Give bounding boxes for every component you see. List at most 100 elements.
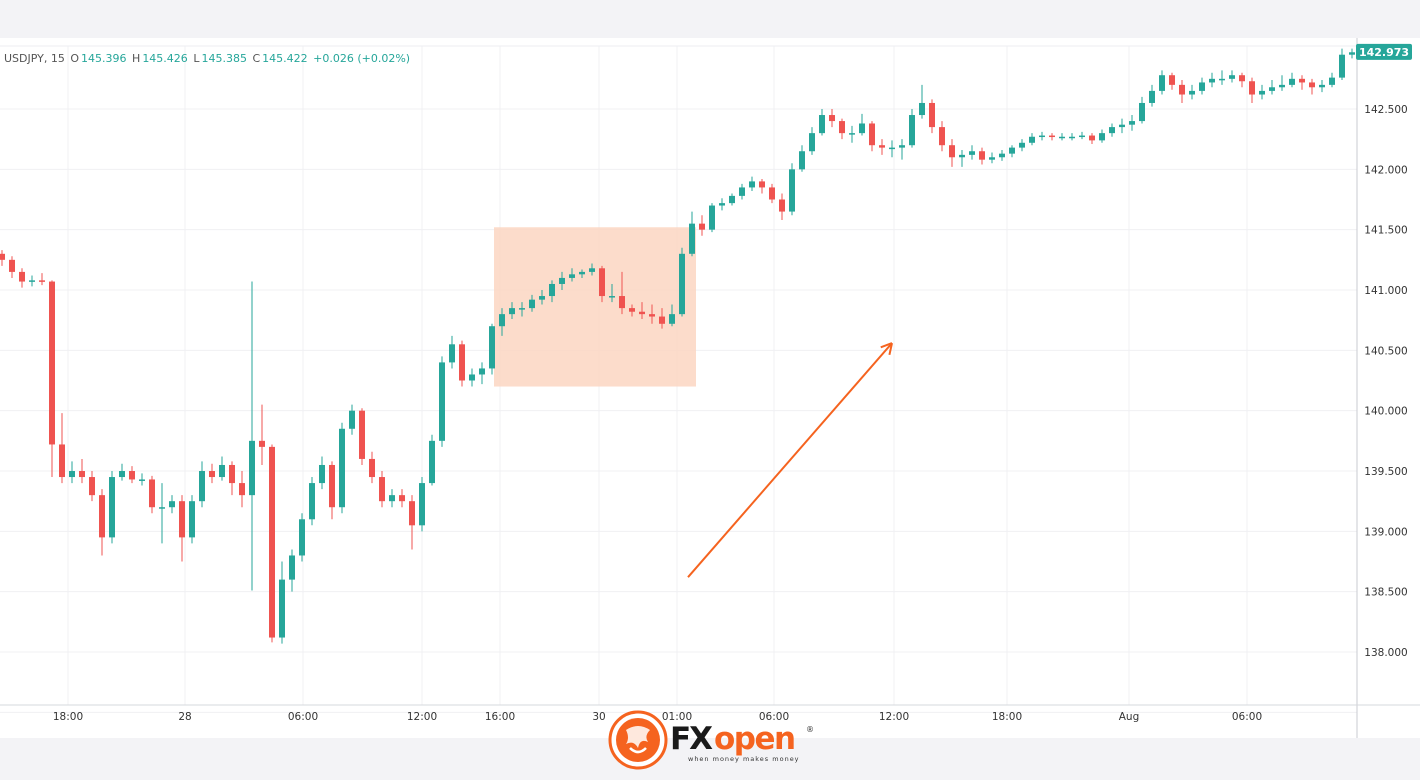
last-price-label: 142.973 — [1359, 46, 1409, 59]
candle-body — [199, 471, 205, 502]
candle-body — [729, 195, 735, 204]
candle-body — [1029, 136, 1035, 143]
high-label: H — [132, 52, 141, 65]
candle-body — [389, 495, 395, 502]
candle-body — [849, 133, 855, 135]
candle — [389, 489, 395, 508]
candle — [719, 198, 725, 211]
candle-body — [989, 157, 995, 160]
candle-body — [1309, 82, 1315, 88]
candle-body — [629, 308, 635, 312]
candle-body — [329, 464, 335, 508]
candle — [1349, 48, 1355, 59]
candle-body — [779, 199, 785, 212]
candle-body — [1069, 136, 1075, 139]
candle — [1239, 72, 1245, 88]
candle — [429, 434, 435, 486]
candle-body — [679, 253, 685, 315]
price-tick-label: 139.500 — [1364, 466, 1407, 478]
candle — [699, 215, 705, 236]
candle-body — [1289, 78, 1295, 85]
candle-body — [379, 477, 385, 502]
price-tick-label: 142.500 — [1364, 104, 1407, 116]
candle — [1089, 133, 1095, 144]
candle — [849, 125, 855, 143]
candle-body — [319, 464, 325, 484]
candle — [779, 193, 785, 221]
candle-body — [859, 123, 865, 134]
candle-body — [429, 440, 435, 484]
candle — [1279, 75, 1285, 91]
candle — [1259, 84, 1265, 100]
candle — [109, 471, 115, 544]
candle — [259, 404, 265, 465]
candle — [1069, 133, 1075, 141]
candle-body — [929, 102, 935, 128]
candlestick-chart[interactable]: 138.000 138.500 139.000 139.500 140.000 140.5… — [0, 38, 1420, 738]
candle — [1009, 145, 1015, 158]
price-tick-label: 138.500 — [1364, 587, 1407, 599]
candle — [379, 471, 385, 508]
candle — [689, 211, 695, 257]
candle-body — [829, 115, 835, 122]
candle-body — [1329, 77, 1335, 85]
candle — [869, 121, 875, 152]
candle-body — [189, 501, 195, 538]
candle-body — [49, 281, 55, 445]
candle — [119, 463, 125, 481]
candle-body — [529, 299, 535, 309]
candle — [499, 308, 505, 336]
price-tick-label: 140.500 — [1364, 345, 1407, 357]
candle — [1019, 139, 1025, 152]
candle — [1049, 133, 1055, 141]
candle — [629, 304, 635, 317]
candle-body — [789, 169, 795, 212]
candle-body — [769, 187, 775, 200]
candle — [619, 271, 625, 315]
time-axis[interactable]: 18:00 28 06:00 12:00 16:00 30 01:00 06:00 12:00 1… — [53, 711, 1262, 723]
time-tick-label: 12:00 — [407, 711, 437, 723]
price-axis[interactable]: 138.000 138.500 139.000 139.500 140.000 140.5… — [1364, 104, 1407, 659]
candle-body — [339, 428, 345, 508]
candle-body — [299, 519, 305, 556]
candle — [649, 304, 655, 324]
candle-body — [569, 274, 575, 278]
candle — [189, 495, 195, 544]
candle — [489, 323, 495, 375]
candle — [1329, 72, 1335, 88]
candle — [149, 475, 155, 514]
candle-body — [889, 147, 895, 150]
candle-body — [979, 151, 985, 160]
candle-body — [0, 253, 5, 260]
candle-body — [489, 326, 495, 369]
candle-body — [1139, 102, 1145, 122]
candle — [1189, 84, 1195, 100]
candle-body — [359, 410, 365, 459]
trend-arrow-layer — [687, 342, 893, 578]
candle-body — [759, 181, 765, 188]
candle-body — [279, 579, 285, 638]
candle — [799, 145, 805, 172]
candle-body — [1019, 142, 1025, 148]
candle — [469, 368, 475, 387]
candle-body — [539, 296, 545, 300]
candle-body — [369, 458, 375, 478]
candle-body — [249, 440, 255, 496]
candle-body — [1009, 147, 1015, 154]
candle — [1309, 78, 1315, 95]
candle-body — [79, 471, 85, 478]
symbol-label[interactable]: USDJPY, 15 — [4, 52, 65, 65]
candle — [889, 140, 895, 158]
candle — [909, 109, 915, 148]
candle-body — [839, 121, 845, 134]
candle — [299, 513, 305, 562]
candle-body — [1169, 75, 1175, 85]
candle-body — [599, 268, 605, 297]
candle — [409, 495, 415, 550]
candle-body — [1149, 90, 1155, 103]
candle — [1059, 133, 1065, 141]
candle — [559, 271, 565, 291]
low-value: 145.385 — [201, 52, 247, 65]
candle — [349, 404, 355, 435]
trend-arrow-head — [880, 342, 893, 349]
